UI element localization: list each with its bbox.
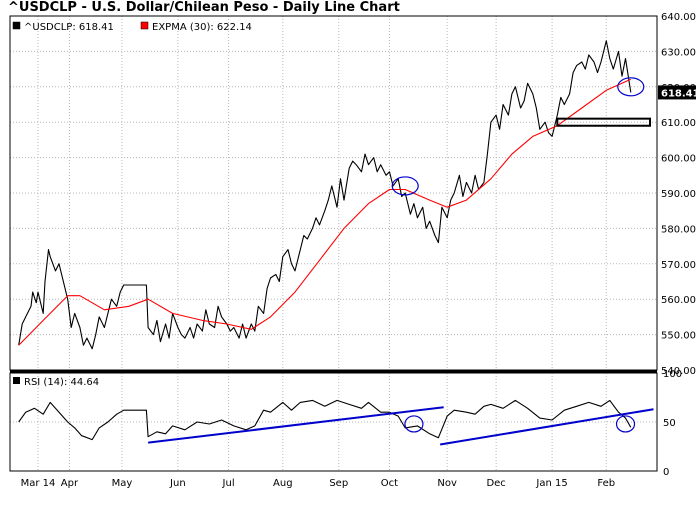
rsi-panel-frame bbox=[9, 372, 658, 472]
price-panel-frame bbox=[9, 15, 658, 371]
rsi-legend-label: RSI (14): 44.64 bbox=[24, 377, 99, 388]
rsi-legend-swatch bbox=[13, 377, 20, 384]
price-y-tick-label: 600.00 bbox=[661, 154, 696, 165]
x-tick-label: Aug bbox=[273, 478, 293, 489]
x-tick-label: Jul bbox=[222, 478, 235, 489]
rsi-y-tick-label: 50 bbox=[663, 418, 676, 429]
x-tick-label: Dec bbox=[486, 478, 505, 489]
annotation-ellipse bbox=[391, 176, 419, 196]
axes-layer: 540.00 550.00 560.00 570.00 580.00 590.00 600.… bbox=[21, 12, 700, 489]
price-y-tick-label: 610.00 bbox=[661, 118, 696, 129]
rsi-panel-bg bbox=[10, 373, 657, 471]
annotation-ellipse bbox=[404, 415, 424, 433]
x-tick-label: Feb bbox=[597, 478, 615, 489]
price-y-tick-label: 540.00 bbox=[661, 366, 696, 377]
last-price-box bbox=[658, 85, 696, 100]
x-tick-label: Jun bbox=[169, 478, 186, 489]
x-tick-label: Mar 14 bbox=[21, 478, 56, 489]
annotation-ellipse bbox=[617, 77, 645, 97]
rsi-trendline bbox=[148, 406, 444, 444]
rsi-legend: RSI (14): 44.64 bbox=[13, 377, 99, 388]
price-y-tick-label: 560.00 bbox=[661, 295, 696, 306]
price-legend: ^USDCLP: 618.41 EXPMA (30): 622.14 bbox=[12, 21, 252, 33]
price-legend-swatch bbox=[12, 21, 21, 30]
annotation-ellipse bbox=[615, 415, 636, 433]
price-y-tick-label: 640.00 bbox=[661, 12, 696, 23]
rsi-y-tick-label: 0 bbox=[663, 467, 669, 478]
x-tick-label: Jan 15 bbox=[535, 478, 567, 489]
x-tick-label: Apr bbox=[61, 478, 79, 489]
expma-line bbox=[18, 78, 632, 346]
frame-layer bbox=[9, 15, 658, 472]
price-y-tick-label: 580.00 bbox=[661, 224, 696, 235]
x-tick-label: Oct bbox=[381, 478, 398, 489]
expma-legend-swatch bbox=[140, 21, 149, 30]
x-tick-label: Sep bbox=[329, 478, 348, 489]
price-y-tick-label: 570.00 bbox=[661, 260, 696, 271]
price-y-tick-label: 550.00 bbox=[661, 331, 696, 342]
x-tick-label: Nov bbox=[437, 478, 457, 489]
price-y-tick-label: 630.00 bbox=[661, 47, 696, 58]
last-price-label: 618.41 bbox=[661, 88, 700, 99]
plot-layer bbox=[18, 40, 654, 446]
price-legend-label: ^USDCLP: 618.41 bbox=[24, 22, 114, 33]
chart-title: ^USDCLP - U.S. Dollar/Chilean Peso - Dai… bbox=[8, 0, 400, 15]
x-tick-label: May bbox=[112, 478, 133, 489]
price-line bbox=[18, 40, 632, 350]
expma-legend-label: EXPMA (30): 622.14 bbox=[152, 22, 252, 33]
rsi-trendline bbox=[440, 408, 654, 446]
rsi-y-tick-label: 100 bbox=[663, 369, 682, 380]
annotation-rectangle bbox=[556, 117, 652, 127]
grid-layer bbox=[10, 15, 657, 472]
rsi-line bbox=[18, 399, 632, 441]
price-y-tick-label: 590.00 bbox=[661, 189, 696, 200]
